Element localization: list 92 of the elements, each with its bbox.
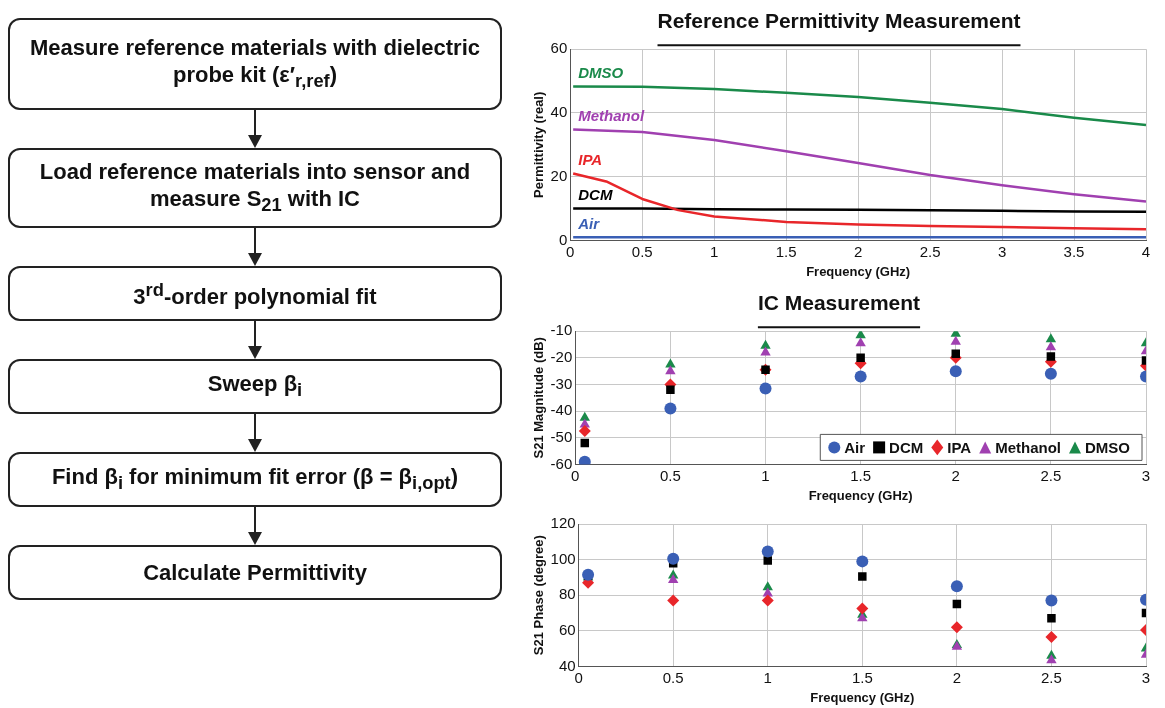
point bbox=[1045, 594, 1058, 607]
point bbox=[1045, 333, 1057, 343]
point bbox=[579, 411, 590, 421]
x-tick-label: 2.5 bbox=[1040, 466, 1062, 484]
y-tick-label: 60 bbox=[550, 39, 568, 57]
legend-label: Air bbox=[844, 438, 866, 456]
legend-label: DMSO bbox=[1085, 438, 1131, 456]
legend-label: IPA bbox=[947, 438, 972, 456]
y-tick-label: -40 bbox=[550, 401, 573, 419]
y-axis-title: S21 Magnitude (dB) bbox=[531, 337, 547, 459]
process-box: Sweep β$_{i}$ bbox=[8, 359, 502, 414]
x-tick-label: 1.5 bbox=[851, 668, 873, 686]
point bbox=[666, 385, 675, 395]
x-axis-title: Frequency (GHz) bbox=[808, 487, 913, 503]
y-tick-label: -50 bbox=[550, 427, 573, 445]
point bbox=[667, 552, 680, 565]
point bbox=[759, 382, 772, 395]
process-box: Load reference materials into sensor and measure S$_{21}$ with IC bbox=[8, 148, 502, 228]
process-box: Calculate Permittivity bbox=[8, 545, 502, 600]
x-axis-title: Frequency (GHz) bbox=[810, 689, 915, 705]
y-tick-label: -10 bbox=[550, 321, 573, 339]
y-tick-label: -60 bbox=[550, 454, 573, 472]
y-tick-label: 20 bbox=[550, 166, 568, 184]
point bbox=[1044, 367, 1057, 380]
y-axis-title: S21 Phase (degree) bbox=[531, 535, 547, 656]
x-tick-label: 2 bbox=[952, 668, 962, 686]
x-tick-label: 0.5 bbox=[659, 466, 681, 484]
y-tick-label: -20 bbox=[550, 347, 573, 365]
point bbox=[665, 365, 676, 375]
point bbox=[950, 621, 963, 634]
point bbox=[760, 346, 771, 356]
point bbox=[578, 425, 591, 438]
y-tick-label: 120 bbox=[550, 514, 576, 532]
point bbox=[950, 580, 963, 593]
x-tick-label: 0.5 bbox=[631, 242, 653, 260]
y-tick-label: 0 bbox=[558, 230, 568, 248]
x-tick-label: 1 bbox=[710, 242, 719, 260]
x-tick-label: 3 bbox=[997, 242, 1007, 260]
point bbox=[858, 572, 867, 581]
y-tick-label: 100 bbox=[550, 549, 576, 567]
point bbox=[856, 602, 869, 615]
point bbox=[1047, 614, 1056, 623]
y-tick-label: 40 bbox=[558, 656, 576, 674]
y-tick-label: 40 bbox=[550, 103, 568, 121]
process-box: Find β$_{i}$ for minimum fit error (β = β$_{i,opt}$) bbox=[8, 452, 502, 507]
point bbox=[856, 555, 869, 568]
x-tick-label: 0.5 bbox=[662, 668, 684, 686]
point bbox=[761, 594, 774, 607]
y-tick-label: -30 bbox=[550, 374, 573, 392]
point bbox=[761, 545, 774, 558]
point bbox=[1046, 654, 1057, 664]
point bbox=[855, 331, 866, 339]
y-axis-title: Permittivity (real) bbox=[531, 91, 547, 198]
x-tick-label: 2 bbox=[853, 242, 863, 260]
point bbox=[855, 337, 866, 347]
x-tick-label: 3.5 bbox=[1063, 242, 1085, 260]
series-label: DMSO bbox=[578, 64, 624, 82]
series-label: Methanol bbox=[578, 107, 645, 125]
x-axis-title: Frequency (GHz) bbox=[806, 263, 911, 279]
x-tick-label: 1.5 bbox=[850, 466, 872, 484]
point bbox=[1045, 631, 1058, 644]
point bbox=[856, 353, 865, 363]
point bbox=[664, 402, 677, 415]
x-tick-label: 3 bbox=[1141, 668, 1151, 686]
point bbox=[1046, 352, 1056, 361]
point bbox=[1045, 341, 1057, 351]
point bbox=[950, 335, 961, 345]
series-label: IPA bbox=[578, 151, 603, 169]
point bbox=[854, 370, 867, 383]
chart-title: IC Measurement bbox=[757, 291, 921, 315]
legend-label: Methanol bbox=[995, 438, 1062, 456]
chart-title: Reference Permittivity Measurement bbox=[657, 9, 1021, 33]
point bbox=[667, 594, 680, 607]
x-tick-label: 3 bbox=[1141, 466, 1151, 484]
x-tick-label: 2.5 bbox=[919, 242, 941, 260]
x-tick-label: 2 bbox=[951, 466, 960, 484]
x-tick-label: 4 bbox=[1141, 242, 1151, 260]
x-tick-label: 1 bbox=[761, 466, 770, 484]
legend-label: DCM bbox=[889, 438, 924, 456]
point bbox=[667, 574, 679, 584]
x-tick-label: 1.5 bbox=[775, 242, 797, 260]
x-tick-label: 2.5 bbox=[1041, 668, 1062, 686]
process-box: Measure reference materials with dielectric probe kit (ε′$_{r,ref}$) bbox=[8, 18, 502, 110]
y-tick-label: 60 bbox=[558, 620, 576, 638]
point bbox=[949, 365, 962, 378]
point bbox=[760, 339, 771, 349]
point bbox=[578, 455, 591, 465]
y-tick-label: 80 bbox=[558, 585, 576, 603]
process-box: 3$^{rd}$-order polynomial fit bbox=[8, 266, 502, 321]
series-label: Air bbox=[577, 214, 601, 232]
series-label: DCM bbox=[578, 186, 613, 204]
x-tick-label: 1 bbox=[763, 668, 772, 686]
